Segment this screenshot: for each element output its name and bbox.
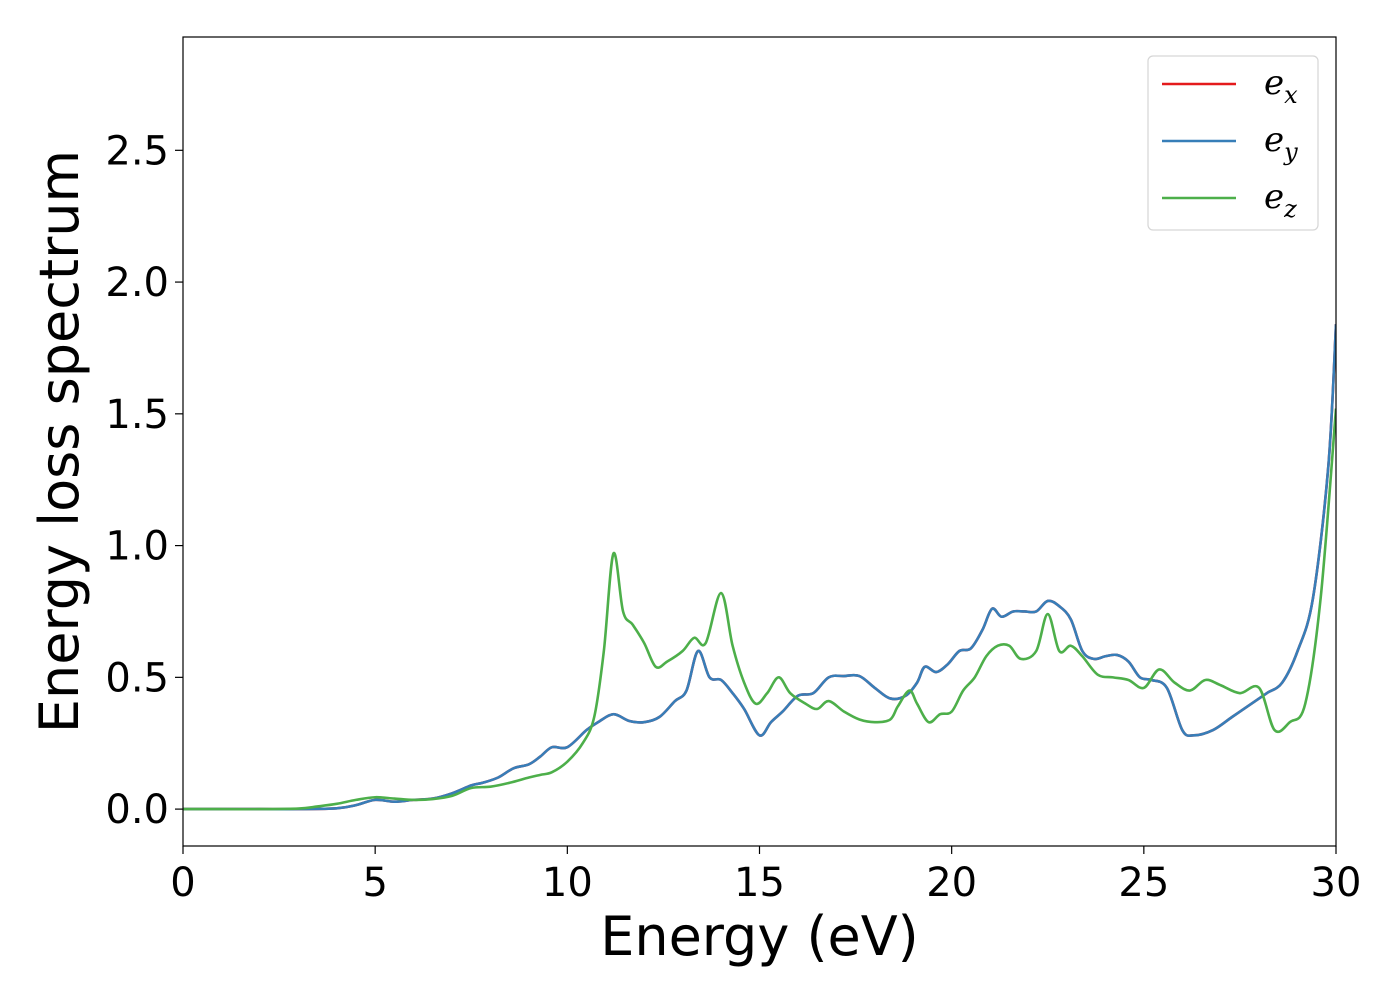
y-tick-label: 0.0 (105, 787, 169, 833)
x-axis-label: Energy (eV) (600, 905, 919, 968)
y-tick-label: 2.5 (105, 128, 169, 174)
x-tick-label: 0 (170, 860, 195, 906)
y-tick-label: 1.0 (105, 524, 169, 570)
y-axis-ticks: 0.0 0.5 1.0 1.5 2.0 2.5 (105, 128, 183, 833)
legend: ex ey ez (1147, 55, 1319, 231)
series-line-ey (183, 324, 1336, 811)
y-axis-label: Energy loss spectrum (28, 150, 91, 733)
legend-label: ey (1264, 120, 1298, 166)
x-tick-label: 30 (1311, 860, 1362, 906)
y-tick-label: 2.0 (105, 260, 169, 306)
y-tick-label: 1.5 (105, 392, 169, 438)
series-line-ez (183, 408, 1336, 811)
legend-label: ez (1264, 177, 1297, 223)
x-tick-label: 20 (926, 860, 977, 906)
plot-lines (183, 324, 1336, 811)
legend-box (1147, 55, 1319, 231)
x-tick-label: 5 (362, 860, 387, 906)
x-axis-ticks: 0 5 10 15 20 25 30 (170, 846, 1361, 906)
x-tick-label: 10 (542, 860, 593, 906)
x-tick-label: 25 (1118, 860, 1169, 906)
y-tick-label: 0.5 (105, 655, 169, 701)
x-tick-label: 15 (734, 860, 785, 906)
legend-label: ex (1264, 63, 1298, 109)
